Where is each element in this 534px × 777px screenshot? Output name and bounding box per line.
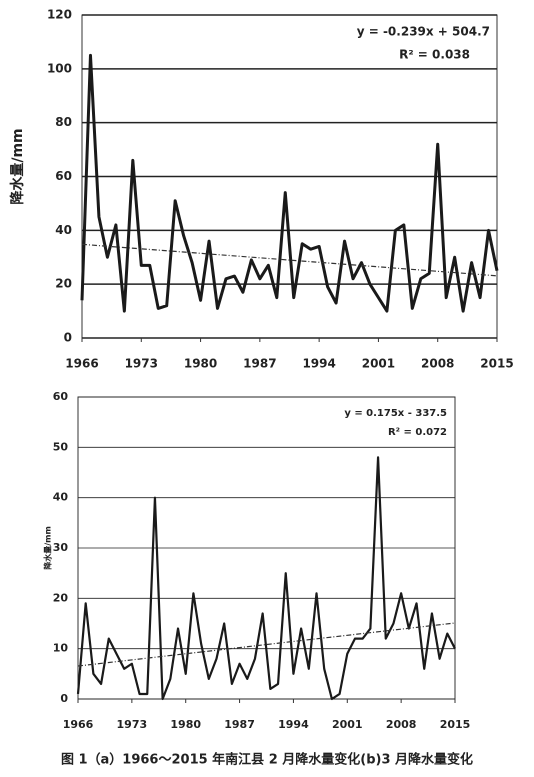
x-tick-label: 1980 [184,357,217,371]
y-tick-label: 10 [53,642,69,655]
y-tick-label: 30 [53,541,69,554]
trend-equation: y = -0.239x + 504.7 [357,25,490,39]
x-tick-label: 1973 [117,718,148,731]
y-tick-label: 50 [53,440,69,453]
data-line [76,456,456,701]
r-squared: R² = 0.072 [388,427,447,438]
y-tick-label: 60 [55,169,72,183]
caption: 图 1（a）1966～2015 年南江县 2 月降水量变化(b)3 月降水量变化 [61,752,473,768]
x-tick-label: 1994 [278,718,309,731]
x-tick-label: 1966 [63,718,94,731]
y-tick-label: 40 [53,491,69,504]
x-tick-label: 1987 [224,718,255,731]
y-tick-label: 120 [47,8,72,22]
x-tick-label: 2015 [480,357,513,371]
y-tick-label: 40 [55,223,72,237]
y-axis-label: 降水量/mm [9,128,26,204]
r-squared: R² = 0.038 [399,48,470,62]
y-tick-label: 0 [64,331,72,345]
x-tick-label: 1980 [170,718,201,731]
x-tick-label: 2008 [421,357,454,371]
x-tick-label: 1973 [125,357,158,371]
x-tick-label: 2001 [362,357,395,371]
y-tick-label: 0 [60,692,68,705]
trend-equation: y = 0.175x - 337.5 [344,408,447,419]
trend-line [77,622,456,667]
x-tick-label: 2015 [440,718,471,731]
x-tick-label: 1987 [243,357,276,371]
x-tick-label: 2008 [386,718,417,731]
data-line [80,53,499,313]
y-tick-label: 20 [55,277,72,291]
y-tick-label: 80 [55,115,72,129]
x-tick-label: 1994 [302,357,335,371]
y-tick-label: 20 [53,591,69,604]
y-tick-label: 60 [53,390,69,403]
y-tick-label: 100 [47,61,72,75]
x-tick-label: 2001 [332,718,363,731]
y-axis-label: 降水量/mm [43,526,53,570]
x-tick-label: 1966 [65,357,98,371]
